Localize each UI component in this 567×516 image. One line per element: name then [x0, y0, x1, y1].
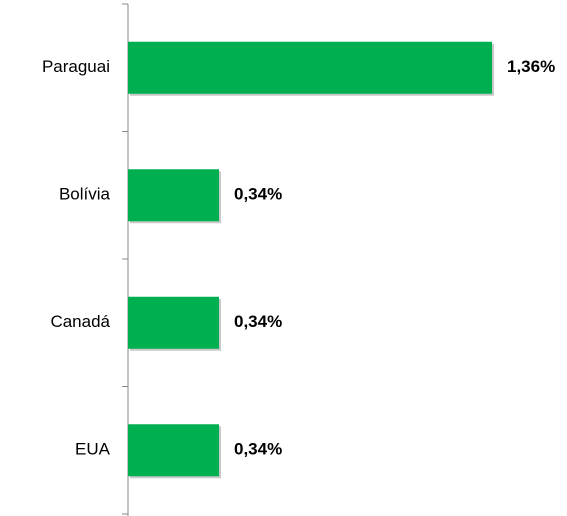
- y-tick-label: Canadá: [50, 312, 110, 331]
- value-label: 0,34%: [234, 312, 282, 331]
- y-tick-label: Bolívia: [59, 185, 111, 204]
- bar: [128, 296, 219, 349]
- bar: [128, 41, 492, 94]
- bar: [128, 424, 219, 477]
- value-label: 0,34%: [234, 185, 282, 204]
- value-label: 0,34%: [234, 440, 282, 459]
- value-label: 1,36%: [507, 57, 555, 76]
- bar: [128, 169, 219, 222]
- y-tick-label: EUA: [75, 440, 111, 459]
- y-tick-label: Paraguai: [42, 57, 110, 76]
